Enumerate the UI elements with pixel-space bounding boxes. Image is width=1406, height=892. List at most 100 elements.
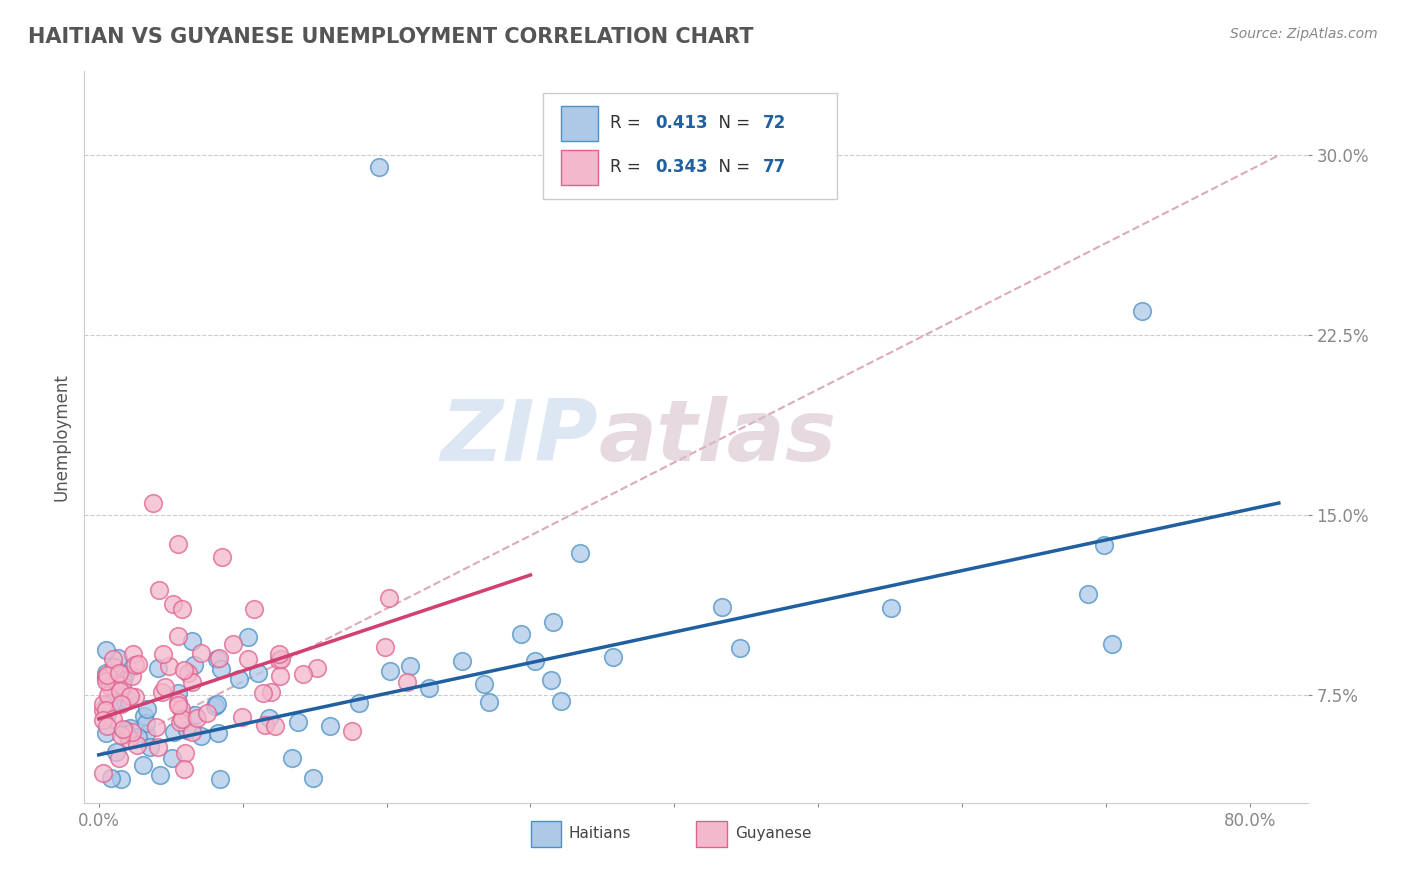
Point xyxy=(184,708,207,723)
Point xyxy=(117,692,139,706)
Point xyxy=(94,672,117,686)
Point xyxy=(94,643,117,657)
FancyBboxPatch shape xyxy=(543,94,837,200)
Point xyxy=(121,724,143,739)
Point xyxy=(110,772,132,786)
Point xyxy=(207,651,229,665)
Point xyxy=(148,768,170,782)
Point xyxy=(91,713,114,727)
Point xyxy=(148,740,170,755)
Point xyxy=(94,703,117,717)
Point xyxy=(380,665,402,679)
Point xyxy=(259,711,281,725)
Point xyxy=(132,709,155,723)
Text: R =: R = xyxy=(610,158,647,177)
Text: HAITIAN VS GUYANESE UNEMPLOYMENT CORRELATION CHART: HAITIAN VS GUYANESE UNEMPLOYMENT CORRELA… xyxy=(28,27,754,46)
Point xyxy=(118,732,141,747)
Point xyxy=(319,719,342,733)
Bar xyxy=(561,150,598,185)
Point xyxy=(101,712,124,726)
Point xyxy=(287,714,309,729)
Point xyxy=(127,657,149,671)
Point xyxy=(94,666,117,681)
Point xyxy=(378,591,401,606)
Point xyxy=(169,714,191,729)
Point xyxy=(91,698,114,712)
Text: 77: 77 xyxy=(763,158,786,177)
Point xyxy=(166,686,188,700)
Point xyxy=(142,496,165,510)
Point xyxy=(1092,538,1115,552)
Point xyxy=(451,654,474,668)
Point xyxy=(550,694,572,708)
Point xyxy=(121,669,143,683)
Bar xyxy=(561,106,598,141)
Point xyxy=(136,701,159,715)
Point xyxy=(166,698,188,712)
Point xyxy=(208,772,231,786)
Text: N =: N = xyxy=(709,114,755,132)
Point xyxy=(207,726,229,740)
Point xyxy=(121,647,143,661)
Point xyxy=(231,710,253,724)
Point xyxy=(181,633,204,648)
Point xyxy=(112,723,135,737)
Point xyxy=(118,722,141,736)
Point xyxy=(108,684,131,698)
Point xyxy=(880,600,903,615)
Point xyxy=(108,666,131,681)
Text: 72: 72 xyxy=(763,114,786,132)
Text: atlas: atlas xyxy=(598,395,837,479)
Point xyxy=(1130,304,1153,318)
Text: ZIP: ZIP xyxy=(440,395,598,479)
Point xyxy=(103,660,125,674)
Point xyxy=(205,651,228,665)
Point xyxy=(135,727,157,741)
Point xyxy=(159,658,181,673)
Text: 0.343: 0.343 xyxy=(655,158,709,177)
Point xyxy=(173,663,195,677)
Point xyxy=(110,694,132,708)
Point xyxy=(267,648,290,662)
Point xyxy=(114,694,136,708)
Point xyxy=(174,746,197,760)
Point xyxy=(94,725,117,739)
Point xyxy=(281,751,304,765)
Point xyxy=(115,726,138,740)
Point xyxy=(301,771,323,785)
Point xyxy=(222,637,245,651)
Point xyxy=(181,724,204,739)
Point xyxy=(205,697,228,711)
Point xyxy=(1101,637,1123,651)
Point xyxy=(160,750,183,764)
Point xyxy=(602,649,624,664)
Y-axis label: Unemployment: Unemployment xyxy=(52,373,70,501)
Point xyxy=(118,690,141,704)
Point xyxy=(398,659,420,673)
Point xyxy=(124,690,146,704)
Point xyxy=(96,667,118,681)
Point xyxy=(349,696,371,710)
Point xyxy=(260,685,283,699)
Point xyxy=(177,665,200,680)
Point xyxy=(238,652,260,666)
Point xyxy=(127,738,149,752)
Point xyxy=(270,652,292,666)
Point xyxy=(418,681,440,695)
Point xyxy=(264,719,287,733)
Point xyxy=(242,602,264,616)
Point xyxy=(167,629,190,643)
Point xyxy=(162,597,184,611)
Point xyxy=(374,640,396,654)
Point xyxy=(236,630,259,644)
Point xyxy=(342,723,364,738)
Point xyxy=(368,161,391,175)
Point xyxy=(101,651,124,665)
Text: N =: N = xyxy=(709,158,755,177)
Point xyxy=(163,725,186,739)
Point xyxy=(307,661,329,675)
Point xyxy=(170,702,193,716)
Point xyxy=(190,730,212,744)
Point xyxy=(292,667,315,681)
Point xyxy=(728,640,751,655)
